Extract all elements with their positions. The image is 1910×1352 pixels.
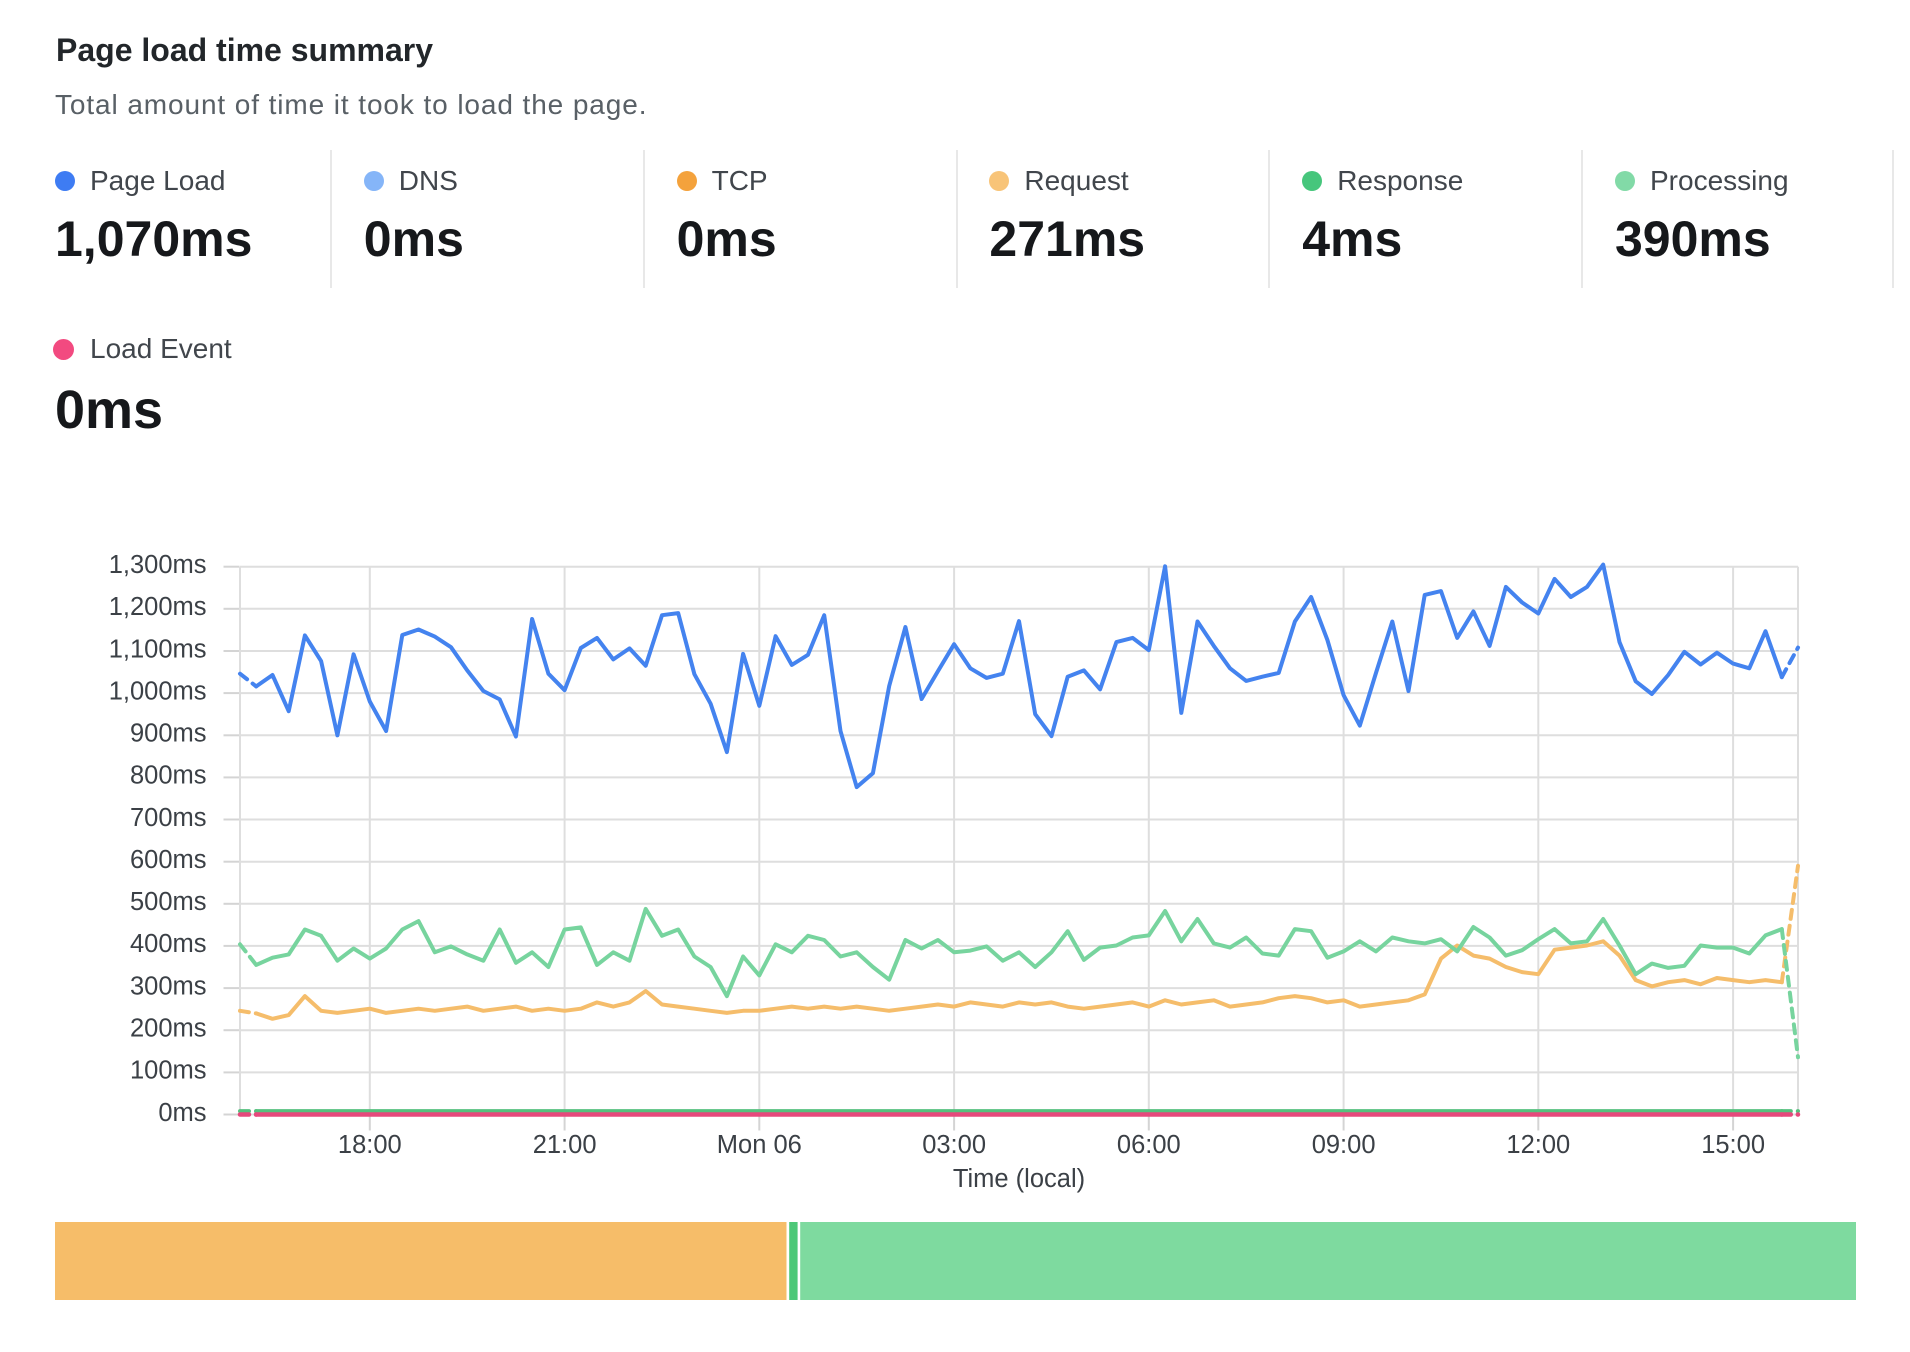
svg-text:100ms: 100ms	[130, 1057, 207, 1085]
svg-text:900ms: 900ms	[130, 720, 207, 748]
svg-text:600ms: 600ms	[130, 846, 207, 874]
svg-text:800ms: 800ms	[130, 762, 207, 790]
svg-text:1,000ms: 1,000ms	[109, 677, 207, 705]
svg-text:09:00: 09:00	[1312, 1131, 1376, 1159]
svg-text:300ms: 300ms	[130, 972, 207, 1000]
svg-text:0ms: 0ms	[158, 1099, 206, 1127]
svg-text:03:00: 03:00	[922, 1131, 986, 1159]
svg-text:18:00: 18:00	[338, 1131, 402, 1159]
svg-text:1,100ms: 1,100ms	[109, 635, 207, 663]
svg-text:12:00: 12:00	[1506, 1131, 1570, 1159]
svg-text:15:00: 15:00	[1701, 1131, 1765, 1159]
svg-text:06:00: 06:00	[1117, 1131, 1181, 1159]
svg-text:Mon 06: Mon 06	[717, 1131, 802, 1159]
svg-text:Time (local): Time (local)	[953, 1165, 1085, 1193]
svg-text:500ms: 500ms	[130, 888, 207, 916]
svg-text:400ms: 400ms	[130, 930, 207, 958]
svg-text:1,300ms: 1,300ms	[109, 551, 207, 579]
svg-text:1,200ms: 1,200ms	[109, 593, 207, 621]
svg-text:200ms: 200ms	[130, 1015, 207, 1043]
svg-text:700ms: 700ms	[130, 804, 207, 832]
svg-text:21:00: 21:00	[533, 1131, 597, 1159]
